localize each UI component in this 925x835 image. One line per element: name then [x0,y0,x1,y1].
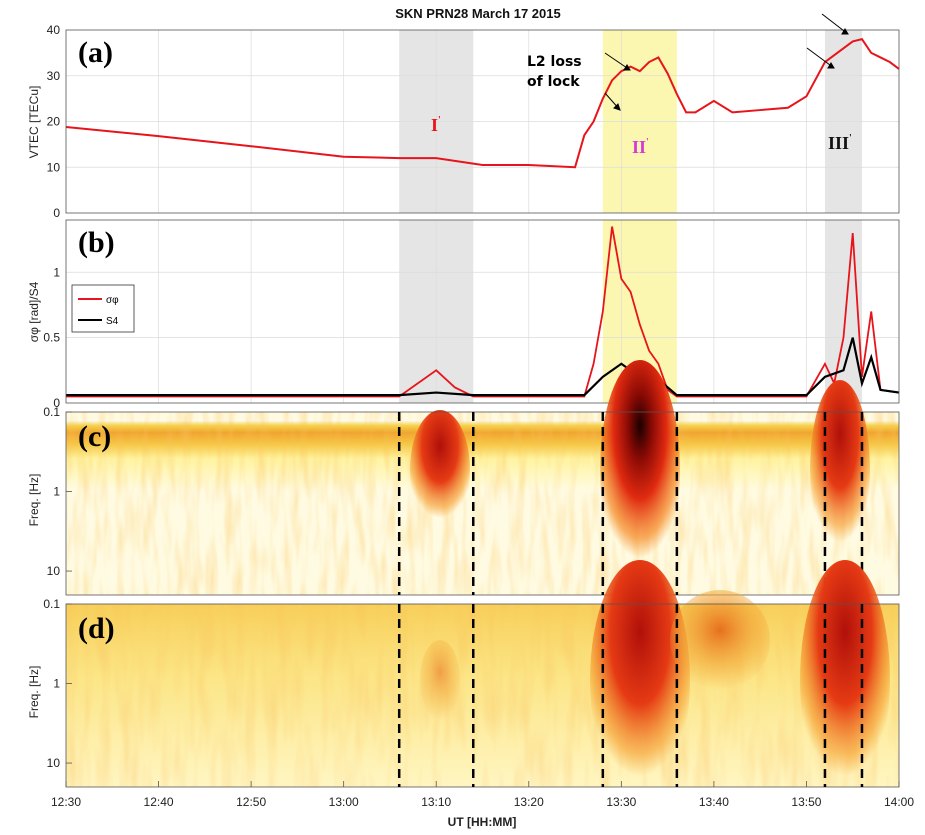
xtick-label: 12:30 [51,795,81,809]
ytick-label-a: 30 [47,69,61,83]
sigma-phi-line [66,226,900,398]
xtick-label: 13:20 [514,795,544,809]
ytick-label-a: 10 [47,160,61,174]
arrow-head-2 [623,64,631,71]
ylabel-b: σφ [rad]/S4 [27,281,41,342]
axes-box-b [65,219,900,404]
heatmap-c-blob-3 [810,380,870,560]
legend-box [71,284,135,333]
axes-box-d [65,603,900,788]
panel-a: 0 10 20 30 40 (a) VTEC [TECu] L2 loss of loc… [27,13,900,220]
ytick-label: 10 [47,756,61,770]
xtick-label: 12:40 [144,795,174,809]
arrow-head-3 [827,62,835,69]
ytick-label-a: 20 [47,115,61,129]
xtick-label: 13:50 [791,795,821,809]
yticks-d: 0.1 1 10 [43,597,72,770]
axes-box-c [65,411,900,596]
ytick-label: 1 [53,485,60,499]
vtec-line [65,38,900,169]
legend-sigma-label: σφ [106,295,119,306]
xtick-label: 13:30 [606,795,636,809]
shaded-region-3 [824,220,862,403]
panel-d: 0.1 1 10 (d) Freq. [Hz] [27,560,900,800]
ytick-label: 0.1 [43,405,60,419]
xtick-label: 14:00 [884,795,914,809]
panel-label-c: (c) [78,420,111,453]
arrow-head-1 [613,103,621,111]
ytick-label: 0.1 [43,597,60,611]
ytick-label-a: 40 [47,23,61,37]
annotation-arrows [604,13,849,111]
heatmap-d-texture [66,604,899,787]
yticks-c: 0.1 1 10 [43,405,72,578]
legend-s4-label: S4 [106,316,119,327]
region-label-2: II' [632,137,649,157]
ytick-label-b: 1 [53,265,60,279]
legend-b: σφ S4 [71,284,135,333]
yticks-a: 0 10 20 30 40 [47,23,61,220]
ytick-label-a: 0 [53,206,60,220]
heatmap-c-blob-2 [600,360,680,580]
heatmap-c-texture [66,412,899,595]
grid-b [66,220,899,403]
ylabel-c: Freq. [Hz] [27,474,41,527]
panel-label-d: (d) [78,612,115,645]
heatmap-d-blob-1 [590,560,690,800]
panel-c: 0.1 1 10 (c) Freq. [Hz] [27,360,900,596]
panel-b: 00.51 (b) σφ [rad]/S4 σφ S4 [27,219,900,410]
dashed-lines-c [397,412,864,595]
figure-title: SKN PRN28 March 17 2015 [395,6,560,21]
region-label-3: III' [828,133,852,153]
region-label-1: I' [431,115,441,135]
dashed-lines-d [397,604,864,787]
grid-a [66,30,899,213]
panel-label-b: (b) [78,226,115,259]
arrow-head-4 [841,28,849,35]
xtick-label: 13:00 [329,795,359,809]
xtick-label: 13:40 [699,795,729,809]
axes-box-a [65,29,900,214]
annotation-l2-line1: L2 loss [527,54,582,70]
ytick-label-b: 0 [53,396,60,410]
ytick-label: 1 [53,677,60,691]
heatmap-d-blob-4 [420,640,460,720]
ylabel-d: Freq. [Hz] [27,666,41,719]
panel-label-a: (a) [78,36,113,69]
xtick-label: 12:50 [236,795,266,809]
heatmap-d-blob-2 [670,590,770,690]
annotation-l2-line2: of lock [527,74,580,90]
heatmap-d-blob-3 [800,560,890,800]
x-axis-ticks: 12:30 12:40 12:50 13:00 13:10 13:20 13:30 13:40… [51,781,914,809]
x-axis-label: UT [HH:MM] [448,815,517,829]
ylabel-a: VTEC [TECu] [27,86,41,159]
ytick-label-b: 0.5 [43,331,60,345]
yticks-b: 00.51 [43,265,60,410]
ytick-label: 10 [47,564,61,578]
xtick-label: 13:10 [421,795,451,809]
s4-line [66,337,900,397]
heatmap-c-blob-1 [410,410,470,530]
